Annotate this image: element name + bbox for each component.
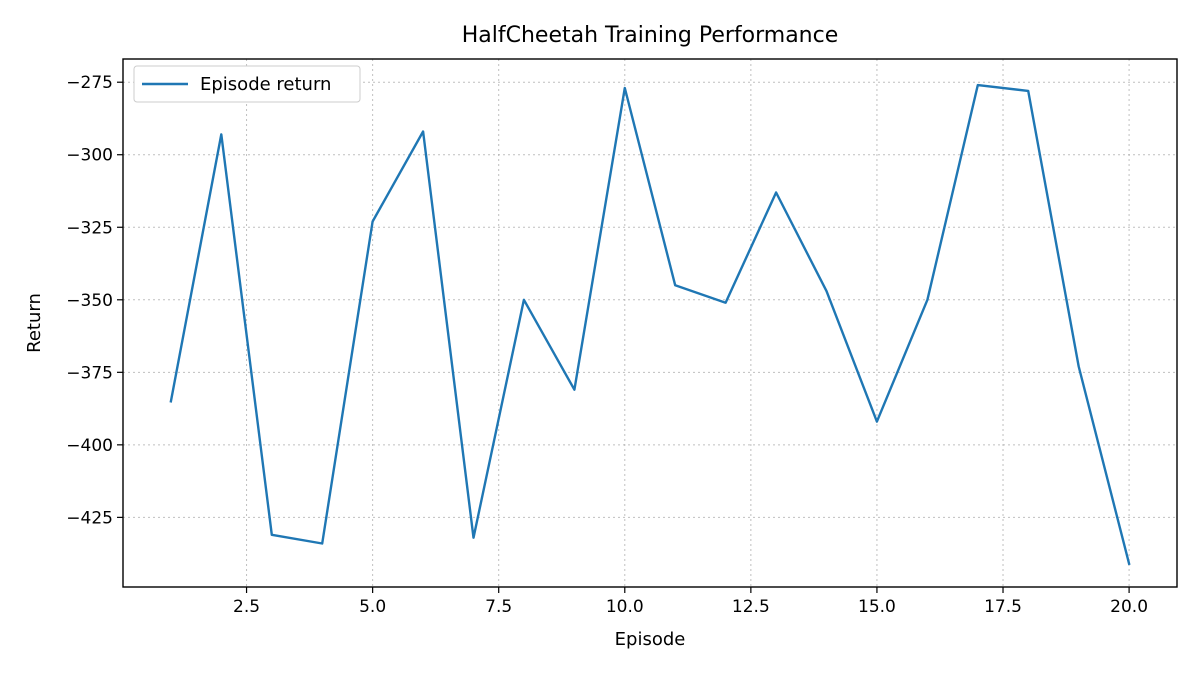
data-point — [219, 132, 224, 137]
legend-label-episode-return: Episode return — [200, 74, 331, 95]
data-point — [1076, 364, 1081, 369]
y-tick-label: −400 — [66, 436, 113, 456]
data-point — [421, 129, 426, 134]
data-point — [673, 283, 678, 288]
data-point — [572, 387, 577, 392]
series-line-episode-return — [169, 83, 1131, 566]
x-axis-label: Episode — [615, 629, 686, 650]
y-tick-label: −350 — [66, 291, 113, 311]
chart-title: HalfCheetah Training Performance — [462, 23, 839, 48]
grid — [123, 59, 1177, 587]
y-tick-label: −375 — [66, 363, 113, 383]
x-tick-label: 20.0 — [1110, 597, 1148, 617]
data-point — [269, 532, 274, 537]
x-tick-label: 5.0 — [359, 597, 386, 617]
x-tick-label: 7.5 — [485, 597, 512, 617]
y-tick-label: −425 — [66, 508, 113, 528]
data-point — [622, 86, 627, 91]
data-point — [824, 289, 829, 294]
series-layer — [168, 83, 1132, 566]
data-point — [774, 190, 779, 195]
data-point — [874, 419, 879, 424]
data-point — [320, 541, 325, 546]
data-point — [168, 399, 173, 404]
axes-frame — [122, 58, 1178, 588]
x-tick-label: 17.5 — [984, 597, 1022, 617]
x-tick-label: 2.5 — [233, 597, 260, 617]
x-tick-label: 10.0 — [606, 597, 644, 617]
data-point — [1127, 561, 1132, 566]
x-tick-label: 15.0 — [858, 597, 896, 617]
data-point — [723, 300, 728, 305]
data-point — [370, 219, 375, 224]
y-axis-ticks: −275 −300 −325 −350 −375 −400 −425 — [66, 73, 123, 528]
data-point — [521, 297, 526, 302]
data-point — [1026, 88, 1031, 93]
legend: Episode return — [133, 65, 361, 103]
data-point — [471, 535, 476, 540]
x-axis-ticks: 2.5 5.0 7.5 10.0 12.5 15.0 17.5 20.0 — [233, 587, 1148, 617]
data-point — [925, 297, 930, 302]
y-tick-label: −325 — [66, 218, 113, 238]
data-point — [975, 83, 980, 88]
legend-frame — [133, 65, 361, 103]
x-tick-label: 12.5 — [732, 597, 770, 617]
y-axis-label: Return — [24, 293, 45, 353]
y-tick-label: −300 — [66, 146, 113, 166]
y-tick-label: −275 — [66, 73, 113, 93]
